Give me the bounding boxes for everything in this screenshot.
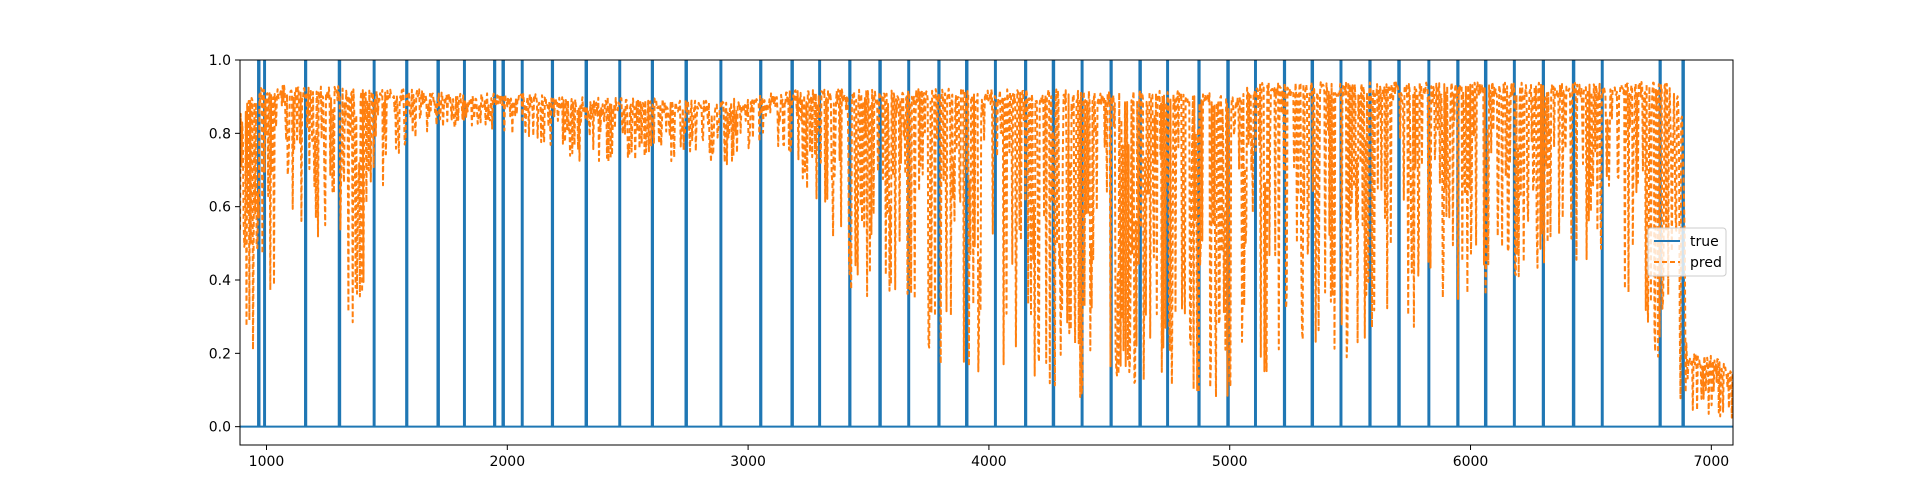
series-true-line — [240, 60, 1733, 428]
legend-label-pred: pred — [1690, 255, 1722, 271]
y-tick-label: 0.4 — [209, 273, 231, 289]
y-tick-label: 1.0 — [209, 53, 231, 69]
plot-frame — [239, 59, 1734, 446]
x-tick-label: 4000 — [971, 454, 1007, 470]
y-tick-label: 0.2 — [209, 346, 231, 362]
axes — [239, 59, 1734, 446]
y-tick-label: 0.8 — [209, 126, 231, 142]
x-axis: 1000 2000 3000 4000 5000 6000 7000 — [249, 445, 1729, 470]
x-tick-label: 6000 — [1453, 454, 1489, 470]
y-tick-label: 0.6 — [209, 200, 231, 216]
y-tick-label: 0.0 — [209, 420, 231, 436]
x-tick-label: 1000 — [249, 454, 285, 470]
x-tick-label: 5000 — [1212, 454, 1248, 470]
x-tick-label: 2000 — [489, 454, 525, 470]
legend-label-true: true — [1690, 234, 1719, 250]
legend: true pred — [1647, 227, 1727, 277]
series-pred-line — [240, 81, 1733, 419]
x-tick-label: 3000 — [730, 454, 766, 470]
x-tick-label: 7000 — [1694, 454, 1730, 470]
y-axis: 0.0 0.2 0.4 0.6 0.8 1.0 — [209, 53, 240, 436]
series-pred — [240, 81, 1733, 419]
series-true — [240, 60, 1733, 428]
